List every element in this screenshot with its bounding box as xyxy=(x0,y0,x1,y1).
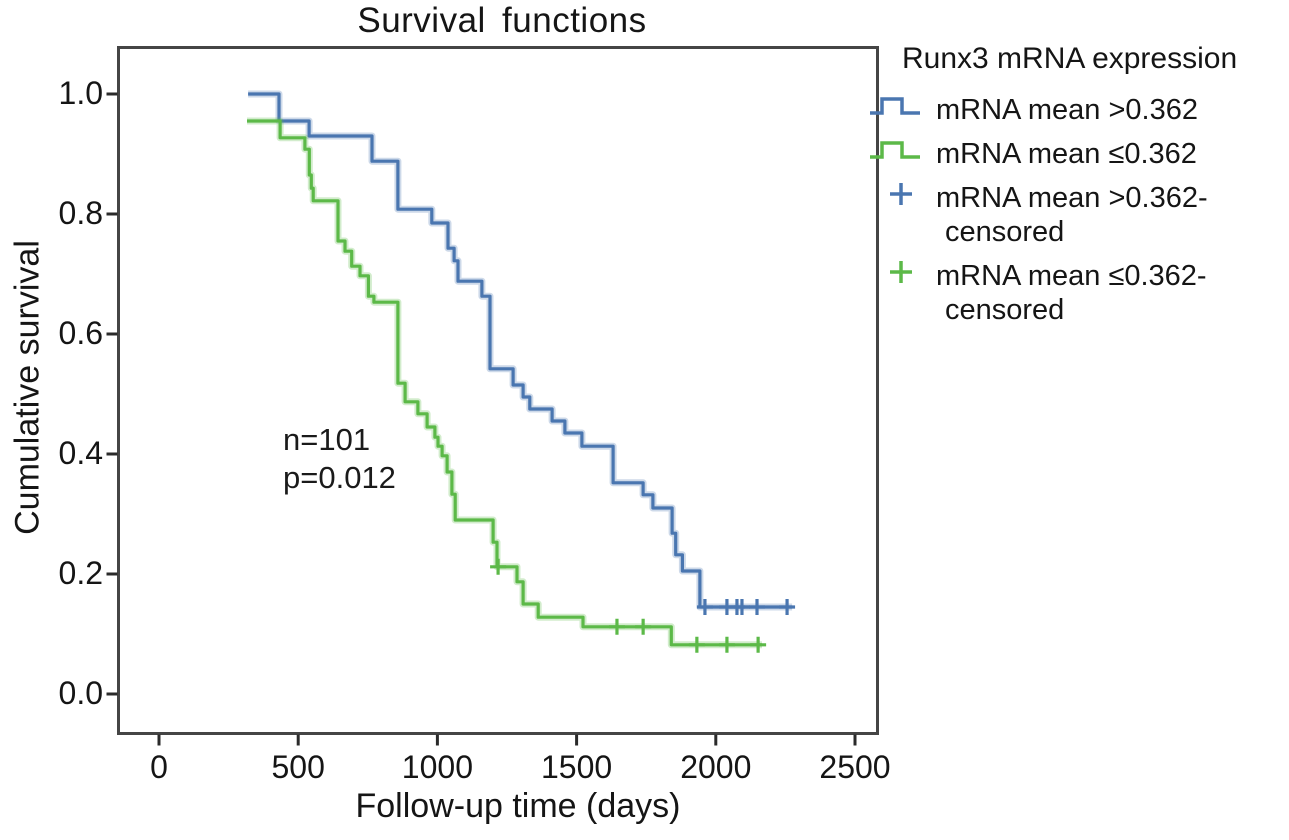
annotation: n=101 p=0.012 xyxy=(283,421,396,497)
legend-item-label: mRNA mean ≤0.362 xyxy=(936,138,1197,170)
y-axis-title: Cumulative survival xyxy=(8,240,47,535)
legend-item-label: mRNA mean >0.362 xyxy=(936,94,1198,126)
survival-curve-low xyxy=(247,119,762,647)
step-line-icon xyxy=(868,93,924,119)
survival-curve-high-censor-mark xyxy=(779,599,796,615)
survival-curve-low-censor-mark xyxy=(688,636,705,653)
plot-frame xyxy=(117,46,879,735)
legend-item-label: mRNA mean >0.362- censored xyxy=(936,182,1208,248)
survival-curve-high xyxy=(248,92,793,609)
survival-curve-high-censor-mark xyxy=(696,599,713,615)
legend-title: Runx3 mRNA expression xyxy=(902,42,1238,75)
annotation-p: p=0.012 xyxy=(283,460,396,495)
legend-item-label: mRNA mean ≤0.362- censored xyxy=(936,260,1207,326)
survival-curve-low-censor-mark xyxy=(608,618,625,635)
legend: Runx3 mRNA expression mRNA mean >0.362 m… xyxy=(868,42,1288,337)
y-tick-label: 0.6 xyxy=(58,315,103,351)
y-tick-label: 0.2 xyxy=(58,555,103,591)
x-axis-title: Follow-up time (days) xyxy=(355,787,681,825)
x-tick-label: 500 xyxy=(271,749,325,785)
legend-item-high: mRNA mean >0.362 xyxy=(868,93,1288,127)
annotation-n: n=101 xyxy=(283,422,371,457)
y-tick-label: 0.4 xyxy=(58,435,103,471)
legend-item-high-censored: mRNA mean >0.362- censored xyxy=(868,181,1288,249)
legend-item-low-censored: mRNA mean ≤0.362- censored xyxy=(868,259,1288,327)
legend-item-low: mRNA mean ≤0.362 xyxy=(868,137,1288,171)
x-tick-label: 2000 xyxy=(680,749,752,785)
step-line-icon xyxy=(868,137,924,163)
x-tick-label: 2500 xyxy=(819,749,891,785)
y-tick-label: 0.8 xyxy=(58,195,103,231)
chart-title: Survival functions xyxy=(357,1,647,40)
y-tick-label: 0.0 xyxy=(58,675,103,711)
x-tick-label: 0 xyxy=(150,749,168,785)
survival-curve-low-censor-mark xyxy=(750,636,767,653)
survival-curve-low-censor-mark xyxy=(718,636,735,653)
y-tick-label: 1.0 xyxy=(58,75,103,111)
survival-curve-low-censor-mark xyxy=(635,618,652,635)
plus-censor-icon xyxy=(878,181,924,207)
plus-censor-icon xyxy=(878,259,924,285)
survival-curve-high-censor-mark xyxy=(733,599,750,615)
survival-curve-low-censor-mark xyxy=(490,558,507,575)
x-tick-label: 1000 xyxy=(401,749,473,785)
survival-curve-high-censor-mark xyxy=(749,599,766,615)
x-tick-label: 1500 xyxy=(541,749,613,785)
